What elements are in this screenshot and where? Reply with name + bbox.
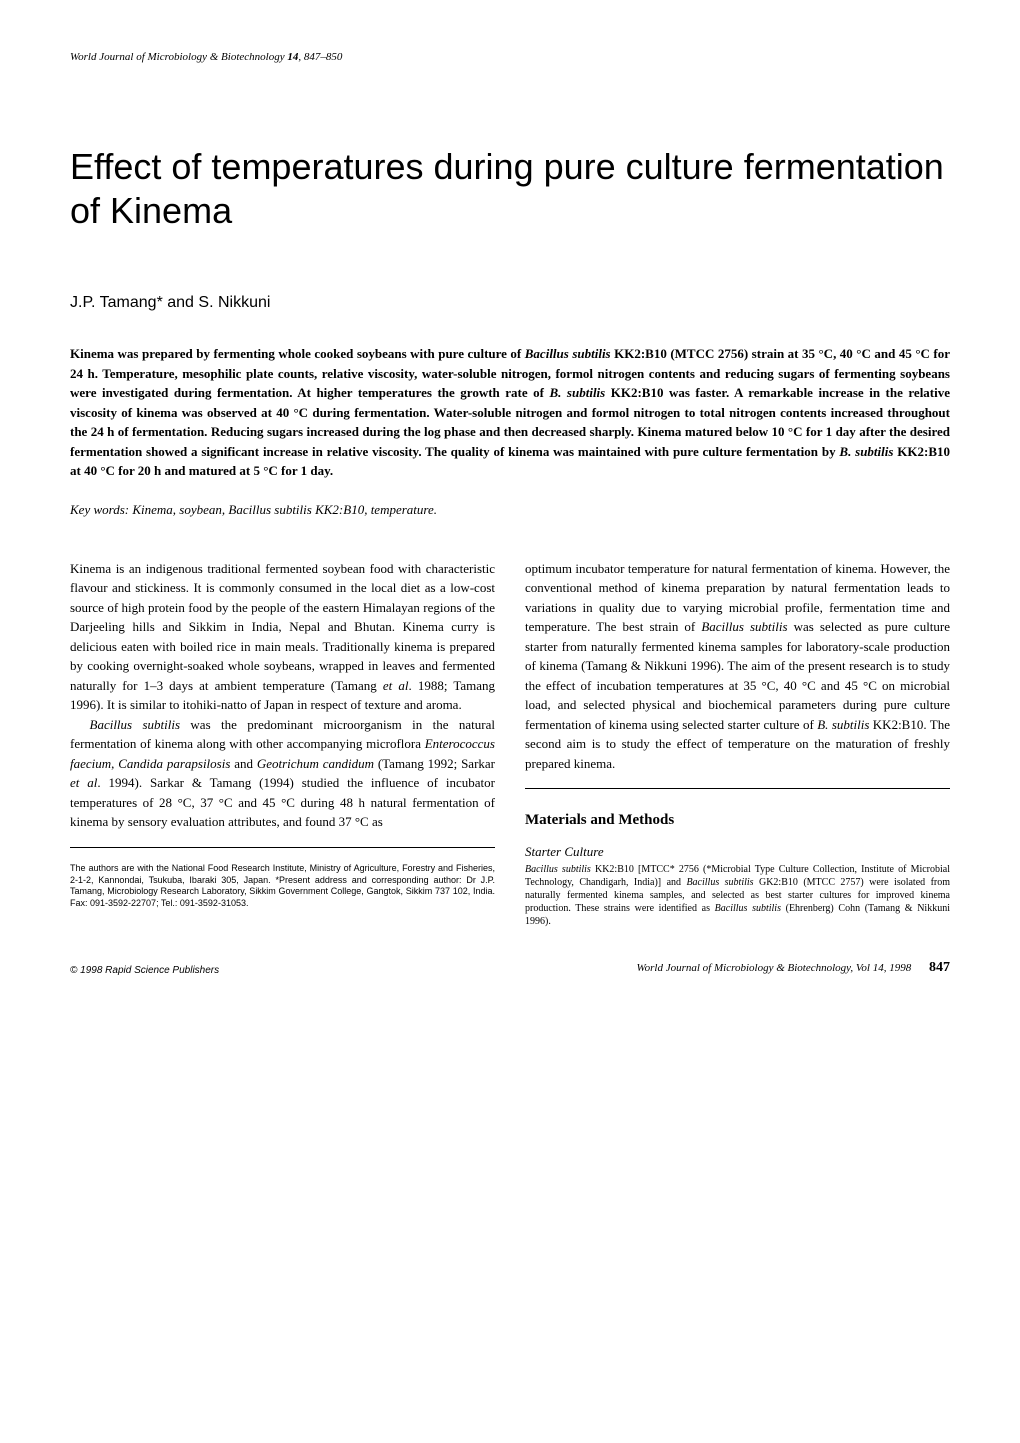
journal-name: World Journal of Microbiology & Biotechn…	[70, 51, 285, 63]
author-affiliation: The authors are with the National Food R…	[70, 863, 495, 910]
keywords: Key words: Kinema, soybean, Bacillus sub…	[70, 501, 950, 519]
copyright: © 1998 Rapid Science Publishers	[70, 964, 219, 978]
abstract: Kinema was prepared by fermenting whole …	[70, 344, 950, 481]
page-number: 847	[929, 960, 950, 975]
subsection-heading-starter: Starter Culture	[525, 842, 950, 862]
page-footer: © 1998 Rapid Science Publishers World Jo…	[70, 958, 950, 978]
abstract-text: Kinema was prepared by fermenting whole …	[70, 346, 950, 478]
journal-volume: 14	[287, 51, 298, 63]
intro-para-1: Kinema is an indigenous traditional ferm…	[70, 559, 495, 715]
left-column: Kinema is an indigenous traditional ferm…	[70, 559, 495, 929]
intro-para-2: Bacillus subtilis was the predominant mi…	[70, 715, 495, 832]
section-heading-methods: Materials and Methods	[525, 809, 950, 832]
article-title: Effect of temperatures during pure cultu…	[70, 145, 950, 231]
footer-citation: World Journal of Microbiology & Biotechn…	[636, 962, 911, 974]
divider	[70, 847, 495, 848]
keywords-text: Kinema, soybean, Bacillus subtilis KK2:B…	[129, 502, 437, 517]
intro-para-3: optimum incubator temperature for natura…	[525, 559, 950, 774]
section-divider	[525, 788, 950, 789]
content-columns: Kinema is an indigenous traditional ferm…	[70, 559, 950, 929]
authors: J.P. Tamang* and S. Nikkuni	[70, 292, 950, 314]
footer-right: World Journal of Microbiology & Biotechn…	[636, 958, 950, 978]
journal-header: World Journal of Microbiology & Biotechn…	[70, 50, 950, 65]
methods-para-1: Bacillus subtilis KK2:B10 [MTCC* 2756 (*…	[525, 863, 950, 928]
right-column: optimum incubator temperature for natura…	[525, 559, 950, 929]
keywords-label: Key words:	[70, 502, 129, 517]
